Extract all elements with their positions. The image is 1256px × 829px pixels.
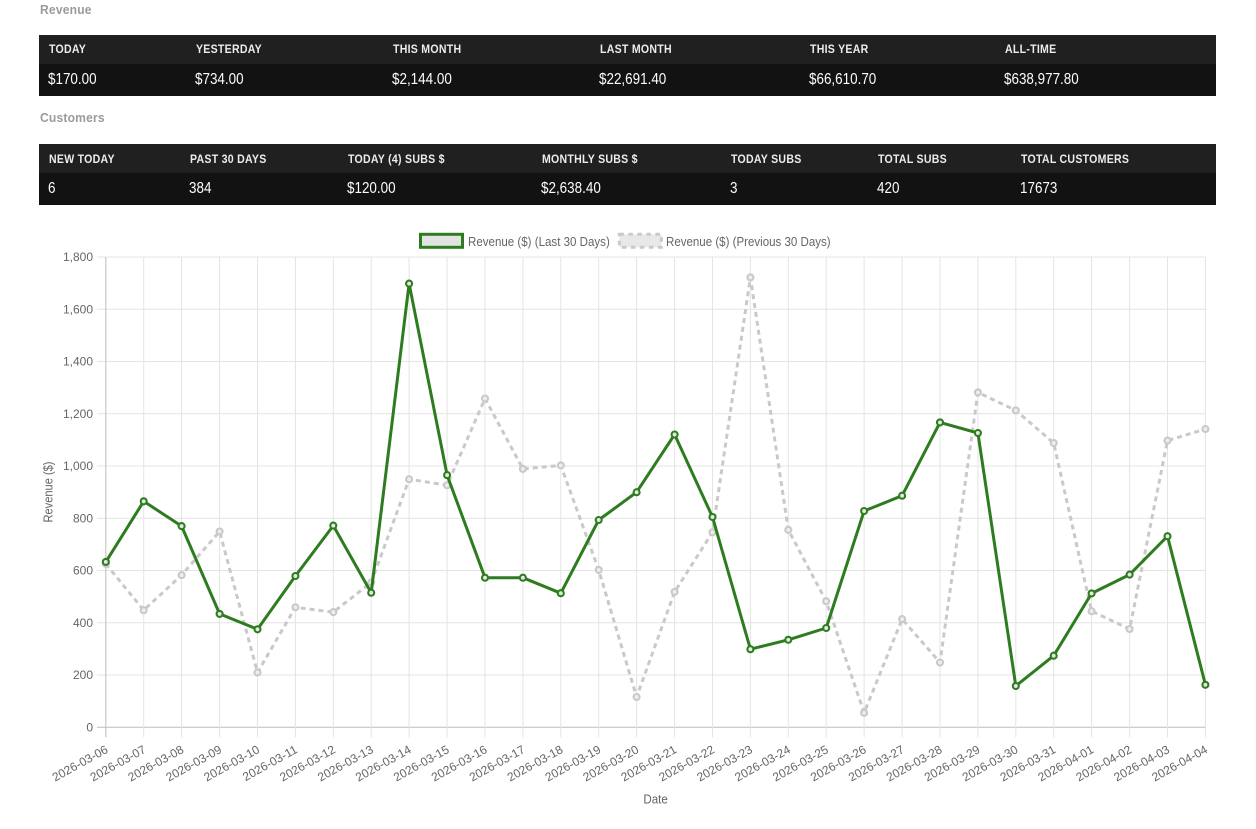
svg-text:200: 200 <box>73 668 93 682</box>
svg-text:800: 800 <box>73 512 93 526</box>
svg-text:1,000: 1,000 <box>63 459 93 473</box>
svg-text:400: 400 <box>73 616 93 630</box>
svg-text:Revenue ($) (Previous 30 Days): Revenue ($) (Previous 30 Days) <box>666 234 831 249</box>
svg-text:600: 600 <box>73 564 93 578</box>
svg-text:Date: Date <box>643 792 668 806</box>
svg-text:1,800: 1,800 <box>63 250 93 264</box>
svg-text:Revenue ($): Revenue ($) <box>42 462 56 523</box>
svg-text:0: 0 <box>86 721 93 735</box>
svg-text:Revenue ($) (Last 30 Days): Revenue ($) (Last 30 Days) <box>468 234 610 249</box>
svg-text:1,400: 1,400 <box>63 355 93 369</box>
svg-text:1,600: 1,600 <box>63 303 93 317</box>
svg-text:1,200: 1,200 <box>63 407 93 421</box>
